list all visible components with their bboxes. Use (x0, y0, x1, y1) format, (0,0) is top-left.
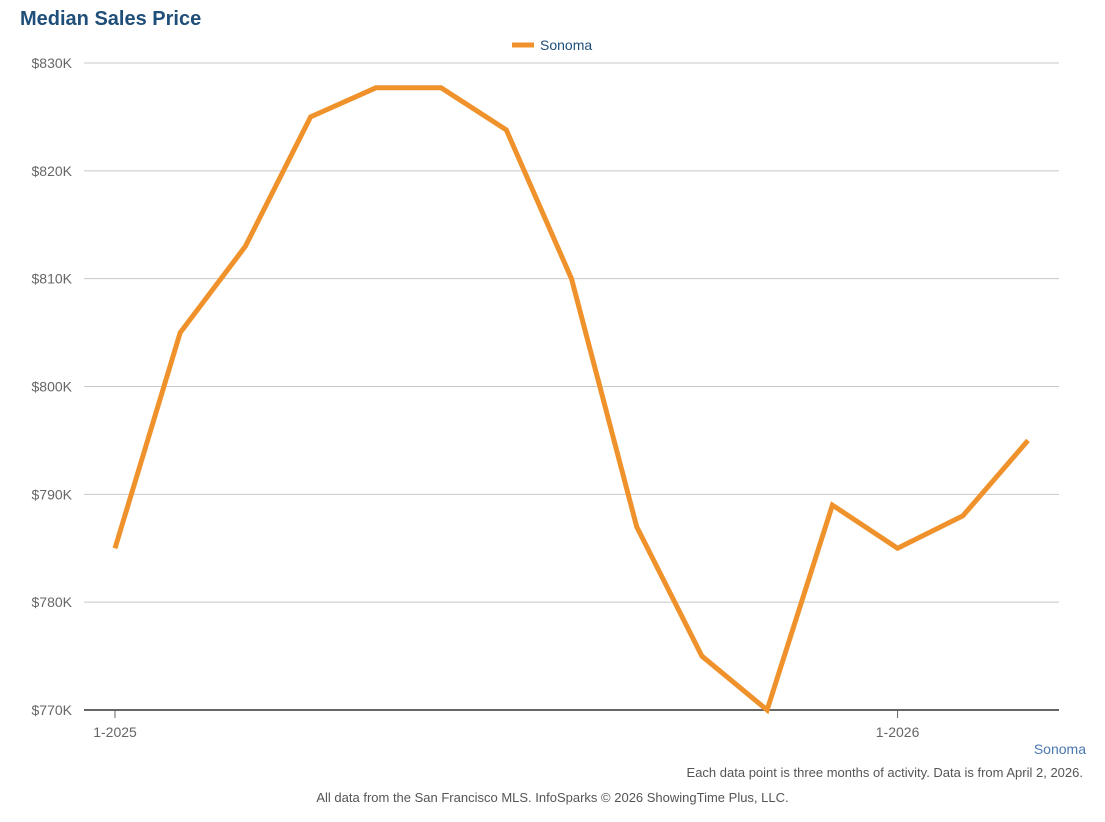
region-label: Sonoma (1033, 741, 1086, 757)
legend-label: Sonoma (540, 37, 592, 53)
x-tick-label: 1-2026 (876, 724, 920, 740)
data-point[interactable] (504, 127, 509, 132)
series-layer (112, 85, 1031, 715)
data-point[interactable] (373, 85, 378, 90)
data-point[interactable] (895, 546, 900, 551)
y-tick-label: $830K (32, 55, 73, 71)
gridlines (84, 62, 1059, 711)
data-point[interactable] (699, 654, 704, 659)
data-point[interactable] (243, 244, 248, 249)
legend[interactable]: Sonoma (512, 37, 592, 53)
source-note: All data from the San Francisco MLS. Inf… (316, 790, 789, 805)
data-point[interactable] (960, 513, 965, 518)
data-point[interactable] (113, 546, 118, 551)
series-line-sonoma (112, 85, 1030, 715)
y-tick-label: $770K (32, 702, 73, 718)
data-point[interactable] (439, 85, 444, 90)
chart-title: Median Sales Price (20, 8, 202, 30)
y-axis-ticks: $770K $780K $790K $800K $810K $820K $830K (32, 55, 73, 718)
y-tick-label: $800K (32, 379, 73, 395)
data-point[interactable] (830, 503, 835, 508)
y-tick-label: $820K (32, 163, 73, 179)
x-axis-ticks: 1-2025 1-2026 (93, 710, 920, 740)
y-tick-label: $810K (32, 271, 73, 287)
y-tick-label: $790K (32, 486, 73, 502)
data-point[interactable] (634, 524, 639, 529)
x-tick-label: 1-2025 (93, 724, 137, 740)
data-point[interactable] (308, 114, 313, 119)
data-note: Each data point is three months of activ… (686, 765, 1083, 780)
y-tick-label: $780K (32, 594, 73, 610)
data-point[interactable] (178, 330, 183, 335)
data-point[interactable] (1026, 438, 1031, 443)
data-point[interactable] (569, 276, 574, 281)
data-point[interactable] (765, 708, 770, 713)
